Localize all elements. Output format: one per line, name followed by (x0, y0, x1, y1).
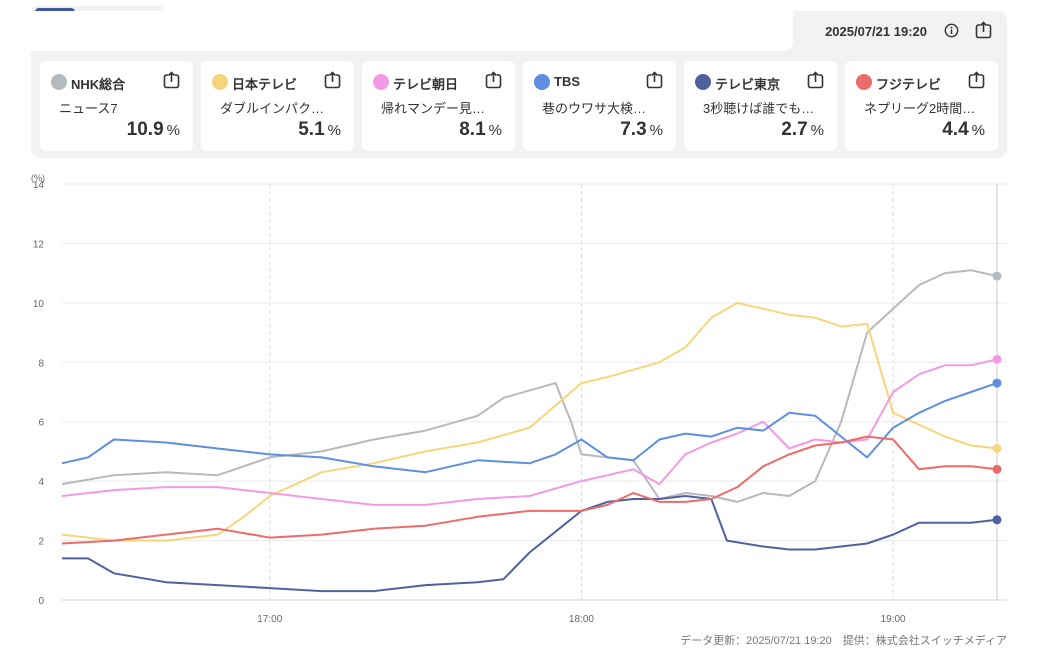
program-title: 巷のウワサ大検… (542, 101, 647, 116)
channel-color-dot (51, 74, 67, 90)
channel-color-dot (373, 74, 389, 90)
share-icon[interactable] (324, 71, 341, 89)
series-line (61, 301, 998, 542)
series-end-marker (992, 443, 1002, 453)
program-title: ニュース7 (59, 101, 118, 116)
rating-value: 10.9% (127, 119, 180, 141)
rating-value: 7.3% (620, 119, 663, 141)
share-icon[interactable] (968, 71, 985, 89)
rating-number: 2.7 (781, 119, 808, 140)
series-end-marker (992, 271, 1002, 281)
rating-unit: % (327, 122, 341, 139)
rating-number: 8.1 (459, 119, 486, 140)
series-end-marker (992, 515, 1002, 525)
rating-unit: % (971, 122, 985, 139)
rating-value: 4.4% (942, 119, 985, 141)
channel-color-dot (695, 74, 711, 90)
y-tick-label: 8 (38, 358, 44, 369)
series-line (61, 435, 998, 545)
channel-name: 日本テレビ (232, 77, 298, 92)
share-icon[interactable] (163, 71, 180, 89)
x-tick-label: 17:00 (257, 614, 282, 625)
rating-unit: % (649, 122, 663, 139)
series-end-marker (992, 378, 1002, 388)
series-line (61, 382, 998, 474)
channel-name: TBS (554, 74, 580, 89)
y-tick-label: 10 (33, 299, 45, 310)
rating-value: 2.7% (781, 119, 824, 141)
rating-unit: % (488, 122, 502, 139)
channel-card[interactable]: TBS 巷のウワサ大検… 7.3% (523, 61, 676, 151)
ratings-line-chart: 0 2 4 6 8 10 12 14(%) 17:00 18:00 19:00 (31, 173, 1007, 625)
y-tick-label: 0 (38, 596, 44, 607)
rating-unit: % (810, 122, 824, 139)
program-title: ダブルインパク… (220, 101, 325, 116)
series-line (61, 358, 998, 506)
series-line (61, 269, 998, 503)
channel-name: テレビ東京 (715, 77, 781, 92)
channel-card[interactable]: テレビ東京 3秒聴けば誰でも… 2.7% (684, 61, 837, 151)
program-title: ネプリーグ2時間… (864, 101, 976, 116)
ratings-panel: 2025/07/21 19:20 NHK総合 ニュース7 10.9% 日本テレビ ダブル… (31, 11, 1007, 158)
channel-color-dot (212, 74, 228, 90)
y-tick-label: 2 (38, 537, 44, 548)
series-end-marker (992, 464, 1002, 474)
rating-value: 5.1% (298, 119, 341, 141)
program-title: 帰れマンデー見… (381, 101, 486, 116)
info-icon[interactable] (944, 23, 959, 38)
share-icon[interactable] (646, 71, 663, 89)
y-tick-label: 6 (38, 418, 44, 429)
channel-name: テレビ朝日 (393, 77, 459, 92)
share-icon[interactable] (485, 71, 502, 89)
rating-number: 5.1 (298, 119, 325, 140)
rating-number: 10.9 (126, 119, 164, 140)
x-tick-label: 18:00 (569, 614, 594, 625)
channel-color-dot (856, 74, 872, 90)
rating-value: 8.1% (459, 119, 502, 141)
footer-credit: データ更新：2025/07/21 19:20 提供：株式会社スイッチメディア (680, 635, 1007, 647)
series-line (62, 495, 998, 593)
y-tick-label: 12 (33, 239, 45, 250)
rating-number: 4.4 (942, 119, 969, 140)
series-end-marker (992, 354, 1002, 364)
channel-color-dot (534, 74, 550, 90)
program-title: 3秒聴けば誰でも… (703, 101, 815, 116)
y-tick-label: 4 (38, 477, 44, 488)
share-icon[interactable] (975, 21, 992, 39)
rating-number: 7.3 (620, 119, 647, 140)
share-icon[interactable] (807, 71, 824, 89)
rating-unit: % (166, 122, 180, 139)
y-tick-label: 14 (33, 180, 45, 191)
channel-name: NHK総合 (71, 77, 126, 92)
channel-card[interactable]: 日本テレビダブルインパク… 5.1% (201, 61, 354, 151)
channel-card[interactable]: テレビ朝日帰れマンデー見… 8.1% (362, 61, 515, 151)
channel-card[interactable]: NHK総合ニュース7 10.9% (40, 61, 193, 151)
channel-cards: NHK総合 ニュース7 10.9% 日本テレビ ダブルインパク… 5.1% テレビ朝日 帰れマ… (40, 61, 1006, 151)
channel-name: フジテレビ (876, 77, 942, 92)
y-axis-unit: (%) (31, 173, 45, 183)
x-tick-label: 19:00 (881, 614, 906, 625)
update-timestamp: 2025/07/21 19:20 (825, 24, 927, 39)
channel-card[interactable]: フジテレビネプリーグ2時間… 4.4% (845, 61, 998, 151)
